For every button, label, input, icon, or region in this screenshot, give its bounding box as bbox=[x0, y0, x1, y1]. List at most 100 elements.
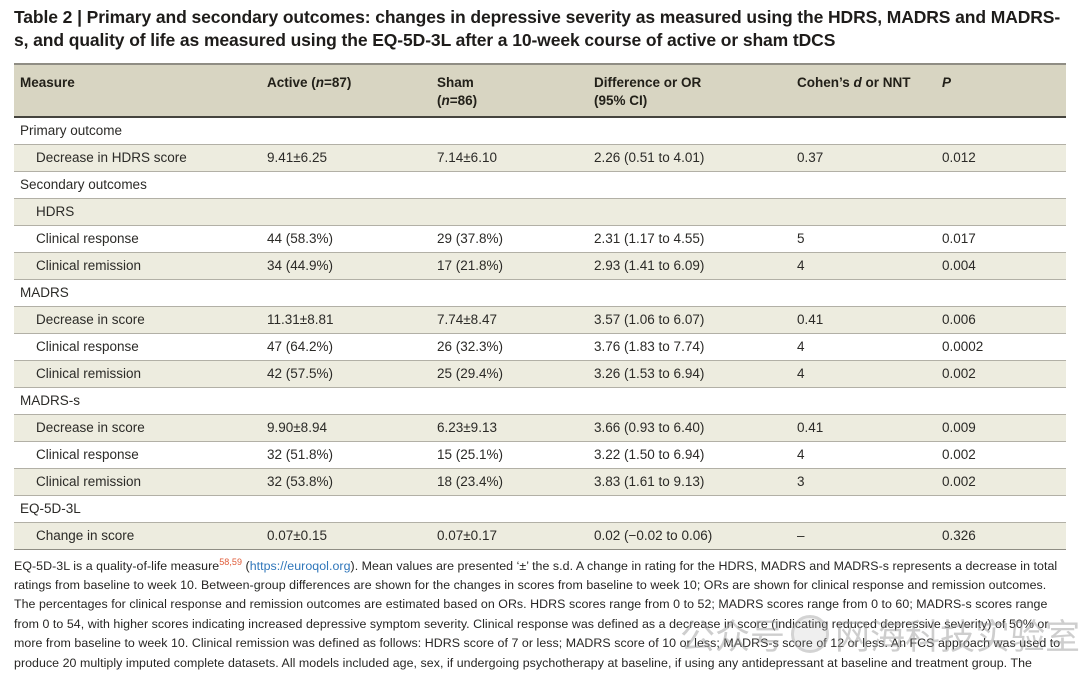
measure-cell: Clinical response bbox=[14, 447, 267, 462]
cohens-value: 4 bbox=[797, 366, 805, 381]
cohens-value: 4 bbox=[797, 258, 805, 273]
measure-cell: MADRS-s bbox=[14, 393, 1066, 408]
cohens-value: 3 bbox=[797, 474, 805, 489]
column-header-p: P bbox=[942, 65, 1066, 92]
p-value: 0.009 bbox=[942, 420, 976, 435]
table-row: Clinical response 32 (51.8%) 15 (25.1%) … bbox=[14, 441, 1066, 469]
euroqol-link[interactable]: https://euroqol.org bbox=[249, 558, 351, 573]
p-cell: 0.009 bbox=[942, 420, 1066, 435]
active-value: 11.31±8.81 bbox=[267, 312, 334, 327]
outcomes-table: Measure Active (n=87) Sham (n=86) Differ… bbox=[14, 62, 1066, 550]
column-header-cohens: Cohen’s d or NNT bbox=[797, 74, 911, 90]
sham-cell: 26 (32.3%) bbox=[437, 339, 594, 354]
p-cell: 0.002 bbox=[942, 447, 1066, 462]
cohens-cell: 0.41 bbox=[797, 312, 942, 327]
italic-d: d bbox=[853, 74, 862, 90]
active-value: 42 (57.5%) bbox=[267, 366, 334, 381]
difference-cell: 3.26 (1.53 to 6.94) bbox=[594, 366, 797, 381]
active-value: 47 (64.2%) bbox=[267, 339, 334, 354]
active-cell: 42 (57.5%) bbox=[267, 366, 437, 381]
active-cell: 11.31±8.81 bbox=[267, 312, 437, 327]
italic-n: n bbox=[315, 74, 325, 90]
sham-value: 0.07±0.17 bbox=[437, 528, 497, 543]
cohens-value: 0.41 bbox=[797, 420, 824, 435]
p-cell: 0.002 bbox=[942, 474, 1066, 489]
p-value: 0.012 bbox=[942, 150, 976, 165]
sham-cell: 25 (29.4%) bbox=[437, 366, 594, 381]
citation-refs[interactable]: 58,59 bbox=[219, 556, 243, 567]
active-cell: 9.90±8.94 bbox=[267, 420, 437, 435]
table-row: Change in score 0.07±0.15 0.07±0.17 0.02… bbox=[14, 522, 1066, 550]
active-value: 9.90±8.94 bbox=[267, 420, 327, 435]
sham-cell: 29 (37.8%) bbox=[437, 231, 594, 246]
p-cell: 0.004 bbox=[942, 258, 1066, 273]
p-value: 0.002 bbox=[942, 447, 976, 462]
row-label: Clinical response bbox=[36, 231, 139, 246]
measure-cell: Decrease in HDRS score bbox=[14, 150, 267, 165]
table-body: Primary outcome Decrease in HDRS score 9… bbox=[14, 117, 1066, 550]
column-header-active: Active (n=87) bbox=[267, 74, 352, 90]
difference-cell: 3.76 (1.83 to 7.74) bbox=[594, 339, 797, 354]
difference-cell: 3.66 (0.93 to 6.40) bbox=[594, 420, 797, 435]
table-row: Secondary outcomes bbox=[14, 171, 1066, 199]
p-value: 0.326 bbox=[942, 528, 976, 543]
table-row: Primary outcome bbox=[14, 117, 1066, 145]
measure-cell: HDRS bbox=[14, 204, 1066, 219]
table-header-row: Measure Active (n=87) Sham (n=86) Differ… bbox=[14, 64, 1066, 118]
cohens-cell: 4 bbox=[797, 366, 942, 381]
active-value: 32 (53.8%) bbox=[267, 474, 334, 489]
difference-value: 2.31 (1.17 to 4.55) bbox=[594, 231, 705, 246]
sham-value: 17 (21.8%) bbox=[437, 258, 504, 273]
measure-cell: Clinical remission bbox=[14, 366, 267, 381]
table-row: MADRS-s bbox=[14, 387, 1066, 415]
active-cell: 32 (53.8%) bbox=[267, 474, 437, 489]
measure-cell: Clinical response bbox=[14, 339, 267, 354]
sham-cell: 17 (21.8%) bbox=[437, 258, 594, 273]
sham-cell: 18 (23.4%) bbox=[437, 474, 594, 489]
p-cell: 0.012 bbox=[942, 150, 1066, 165]
difference-value: 3.22 (1.50 to 6.94) bbox=[594, 447, 705, 462]
difference-cell: 3.22 (1.50 to 6.94) bbox=[594, 447, 797, 462]
italic-p: P bbox=[942, 74, 952, 90]
sham-cell: 6.23±9.13 bbox=[437, 420, 594, 435]
measure-cell: Decrease in score bbox=[14, 312, 267, 327]
row-label: Clinical remission bbox=[36, 366, 142, 381]
row-label: Clinical remission bbox=[36, 474, 142, 489]
sham-value: 7.74±8.47 bbox=[437, 312, 497, 327]
cohens-value: 4 bbox=[797, 339, 805, 354]
active-cell: 0.07±0.15 bbox=[267, 528, 437, 543]
p-value: 0.004 bbox=[942, 258, 976, 273]
row-label: Decrease in score bbox=[36, 312, 145, 327]
difference-cell: 3.57 (1.06 to 6.07) bbox=[594, 312, 797, 327]
cohens-cell: 4 bbox=[797, 258, 942, 273]
p-cell: 0.326 bbox=[942, 528, 1066, 543]
row-label: HDRS bbox=[36, 204, 75, 219]
cohens-cell: – bbox=[797, 528, 942, 543]
row-label: MADRS bbox=[20, 285, 69, 300]
sham-cell: 7.14±6.10 bbox=[437, 150, 594, 165]
table-row: Clinical response 44 (58.3%) 29 (37.8%) … bbox=[14, 225, 1066, 253]
sham-cell: 0.07±0.17 bbox=[437, 528, 594, 543]
cohens-value: 4 bbox=[797, 447, 805, 462]
sham-value: 15 (25.1%) bbox=[437, 447, 504, 462]
table-row: Decrease in score 9.90±8.94 6.23±9.13 3.… bbox=[14, 414, 1066, 442]
active-value: 9.41±6.25 bbox=[267, 150, 327, 165]
cohens-cell: 5 bbox=[797, 231, 942, 246]
difference-value: 0.02 (−0.02 to 0.06) bbox=[594, 528, 713, 543]
p-value: 0.0002 bbox=[942, 339, 984, 354]
difference-value: 3.83 (1.61 to 9.13) bbox=[594, 474, 705, 489]
measure-cell: Decrease in score bbox=[14, 420, 267, 435]
p-cell: 0.0002 bbox=[942, 339, 1066, 354]
row-label: Change in score bbox=[36, 528, 135, 543]
p-value: 0.002 bbox=[942, 366, 976, 381]
difference-value: 3.66 (0.93 to 6.40) bbox=[594, 420, 705, 435]
measure-cell: Change in score bbox=[14, 528, 267, 543]
column-header-measure: Measure bbox=[20, 74, 75, 90]
measure-cell: EQ-5D-3L bbox=[14, 501, 1066, 516]
difference-cell: 3.83 (1.61 to 9.13) bbox=[594, 474, 797, 489]
measure-cell: Clinical response bbox=[14, 231, 267, 246]
row-label: EQ-5D-3L bbox=[20, 501, 81, 516]
measure-cell: Primary outcome bbox=[14, 123, 1066, 138]
row-label: MADRS-s bbox=[20, 393, 80, 408]
